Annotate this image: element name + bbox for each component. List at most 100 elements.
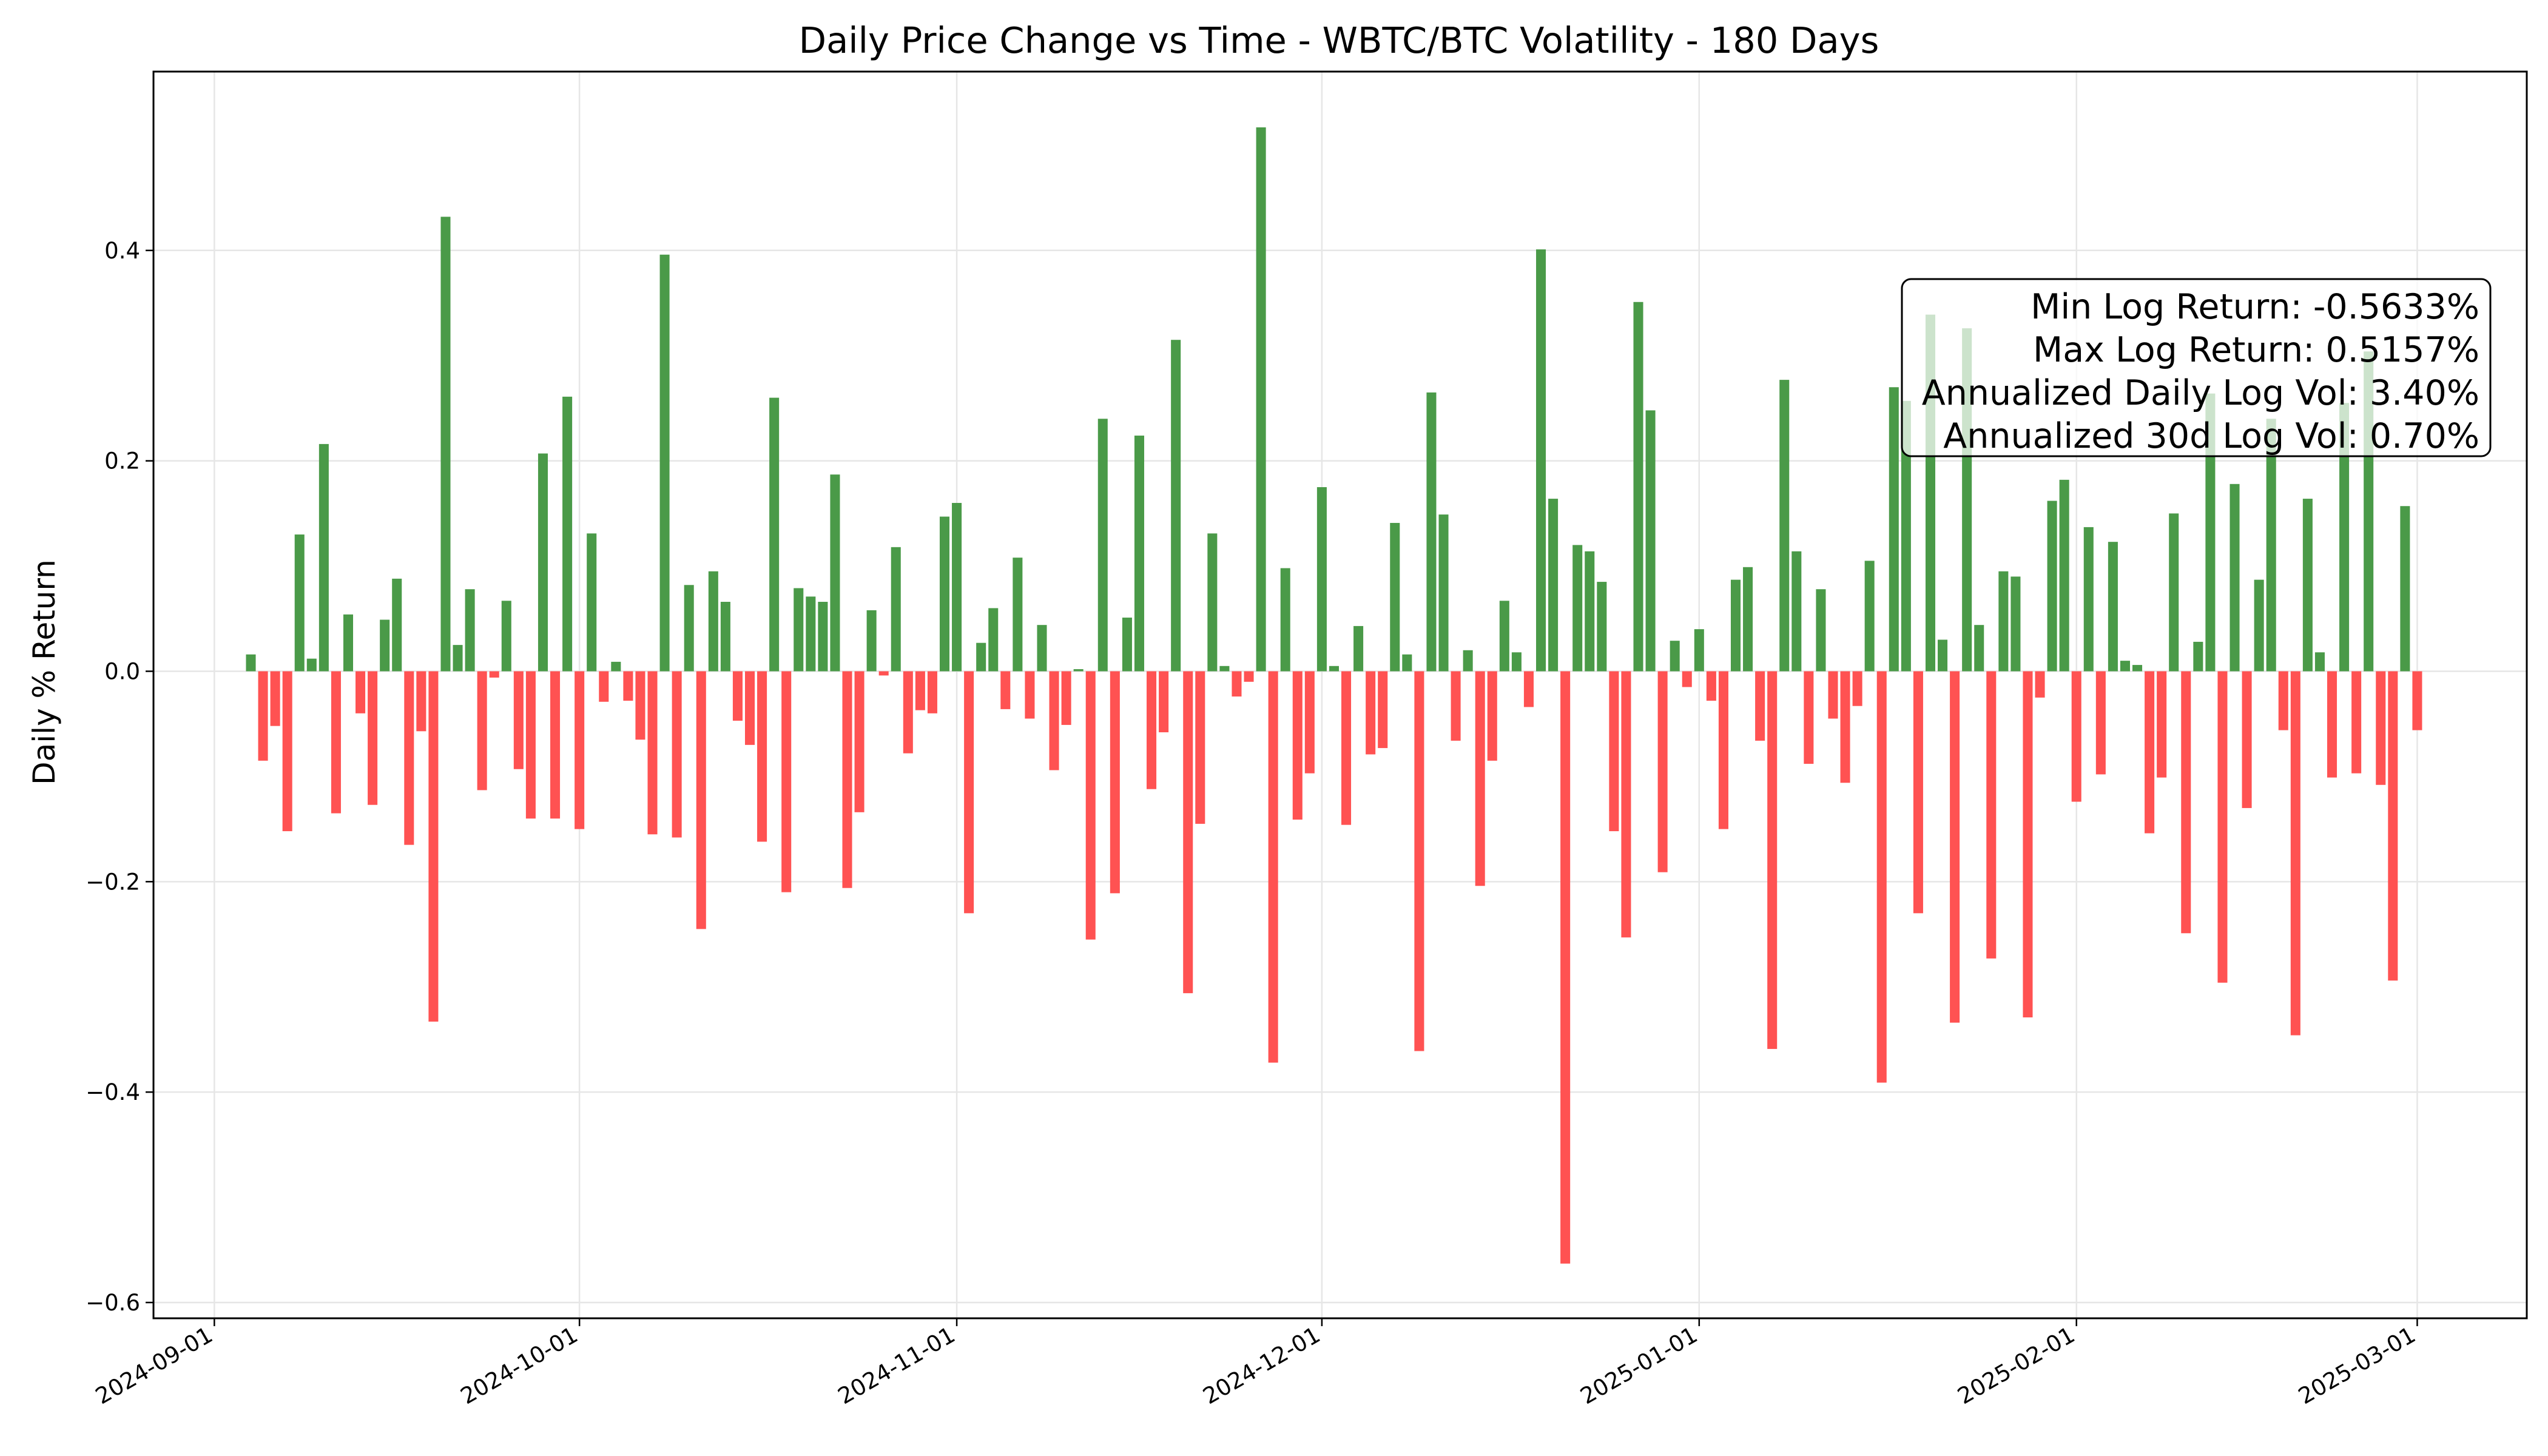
- bar: [794, 588, 804, 672]
- bar: [623, 671, 633, 701]
- bar: [1755, 671, 1765, 741]
- bar: [903, 671, 913, 753]
- bar: [1523, 671, 1534, 707]
- bar: [306, 658, 317, 672]
- bar: [1718, 671, 1728, 829]
- x-tick-label: 2025-02-01: [1953, 1322, 2080, 1410]
- y-tick-label: 0.4: [104, 238, 140, 264]
- bar: [1061, 671, 1071, 725]
- bar: [732, 671, 743, 721]
- bar: [927, 671, 937, 713]
- y-tick-label: 0.0: [104, 658, 140, 684]
- bar: [1073, 669, 1084, 672]
- bar: [1816, 589, 1826, 672]
- bar: [2181, 671, 2191, 934]
- bar: [1195, 671, 1205, 824]
- bar: [952, 503, 962, 672]
- bar: [1609, 671, 1619, 832]
- stats-box: Min Log Return: -0.5633% Max Log Return:…: [1901, 278, 2492, 457]
- bar: [416, 671, 426, 732]
- bar: [2108, 542, 2118, 672]
- bar: [1511, 652, 1522, 672]
- bar: [696, 671, 706, 929]
- bar: [489, 671, 499, 678]
- bar: [866, 610, 877, 672]
- bar: [2205, 393, 2216, 672]
- bar: [1353, 625, 1364, 672]
- bar: [1682, 671, 1692, 687]
- bar: [1183, 671, 1193, 994]
- bar: [440, 217, 451, 672]
- bar: [1159, 671, 1169, 733]
- bar: [1268, 671, 1278, 1063]
- bar: [659, 254, 670, 672]
- bar: [1548, 499, 1559, 672]
- bar: [915, 671, 925, 710]
- bar: [550, 671, 561, 819]
- bar: [1535, 249, 1546, 672]
- bar: [1901, 400, 1911, 672]
- y-tick-label: −0.2: [86, 869, 140, 895]
- bar: [1134, 436, 1145, 672]
- bar: [1585, 551, 1595, 672]
- bar: [830, 474, 840, 672]
- bar: [1451, 671, 1461, 741]
- bar: [1864, 561, 1875, 672]
- bar: [575, 671, 585, 829]
- bar: [2120, 661, 2130, 672]
- bar: [1037, 625, 1047, 672]
- bar: [2169, 513, 2179, 672]
- bar: [1085, 671, 1096, 940]
- bar: [2157, 671, 2167, 778]
- bar: [1013, 558, 1023, 672]
- bar: [2254, 579, 2264, 672]
- bar: [1219, 666, 1230, 672]
- bar: [2278, 671, 2288, 730]
- bar: [368, 671, 378, 805]
- bar: [2327, 671, 2337, 778]
- bar: [2290, 671, 2300, 1036]
- bar: [1791, 551, 1802, 672]
- bar: [854, 671, 864, 812]
- bar: [1986, 671, 1997, 959]
- bar: [1280, 568, 1290, 672]
- bar: [1694, 629, 1704, 672]
- bar: [1366, 671, 1376, 755]
- bar: [2314, 652, 2325, 672]
- bar: [294, 534, 305, 672]
- bar: [2266, 419, 2276, 672]
- bar: [1876, 671, 1887, 1083]
- bar: [1390, 522, 1400, 672]
- bar: [976, 642, 986, 672]
- bar: [1475, 671, 1485, 886]
- y-tick-label: −0.6: [86, 1290, 140, 1316]
- y-axis-label: Daily % Return: [27, 559, 62, 785]
- bar: [842, 671, 852, 888]
- bar: [635, 671, 645, 740]
- bar: [1329, 666, 1339, 672]
- bar: [1049, 671, 1059, 770]
- bar: [757, 671, 767, 842]
- bar: [1025, 671, 1035, 719]
- x-tick-label: 2024-11-01: [834, 1322, 960, 1410]
- bar: [1889, 387, 1899, 672]
- grid-lines: [153, 72, 2527, 1318]
- bar: [1804, 671, 1814, 764]
- bar: [513, 671, 524, 769]
- bar: [611, 661, 621, 672]
- bar: [1171, 340, 1181, 672]
- bar: [2217, 671, 2228, 983]
- bar: [1426, 392, 1437, 672]
- bar: [769, 397, 780, 672]
- bar: [1402, 654, 1412, 672]
- bar: [1110, 671, 1120, 894]
- bar: [2412, 671, 2422, 730]
- bar: [2376, 671, 2386, 785]
- bar: [258, 671, 268, 761]
- bar: [2010, 576, 2021, 672]
- bar: [343, 614, 354, 672]
- bar: [562, 396, 573, 672]
- bar: [1913, 671, 1923, 914]
- bar: [1706, 671, 1716, 701]
